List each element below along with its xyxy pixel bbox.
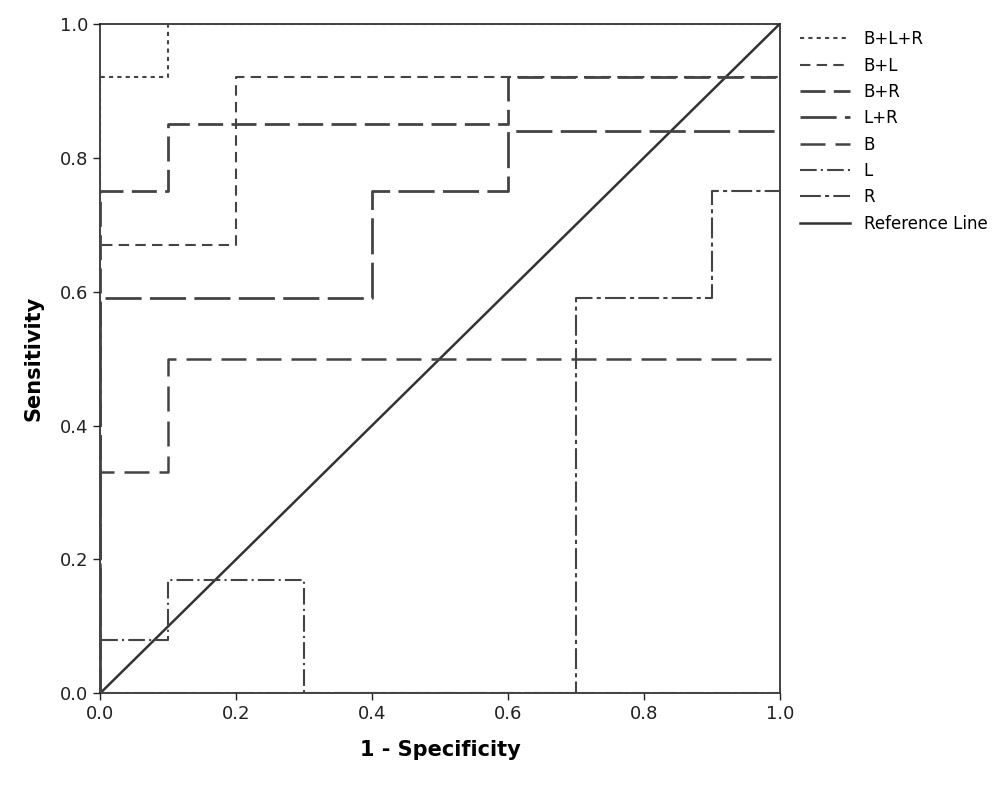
- Legend: B+L+R, B+L, B+R, L+R, B, L, R, Reference Line: B+L+R, B+L, B+R, L+R, B, L, R, Reference…: [794, 24, 994, 240]
- Y-axis label: Sensitivity: Sensitivity: [23, 296, 43, 421]
- X-axis label: 1 - Specificity: 1 - Specificity: [360, 740, 520, 760]
